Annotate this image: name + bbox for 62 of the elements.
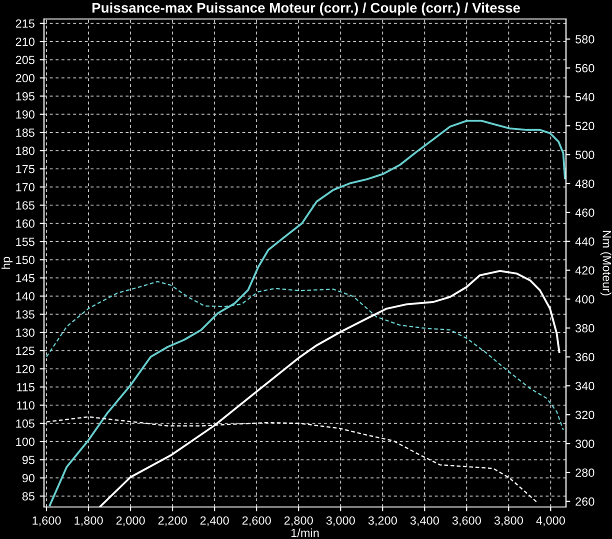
x-tick-label: 2,800 [284, 516, 313, 526]
y2-tick-label: 280 [576, 468, 594, 477]
y2-tick-label: 500 [576, 150, 594, 160]
y2-tick-label: 260 [576, 497, 594, 506]
y-tick-label: 135 [16, 310, 34, 319]
y-tick-label: 190 [16, 110, 35, 119]
y2-tick-label: 300 [575, 440, 594, 448]
y2-tick-label: 420 [575, 266, 594, 275]
y2-tick-label: 480 [575, 180, 594, 188]
y2-tick-label: 540 [576, 92, 594, 102]
y-tick-label: 155 [16, 238, 34, 246]
y-tick-label: 105 [16, 419, 34, 428]
y-tick-label: 165 [16, 201, 34, 210]
y-tick-label: 185 [16, 128, 34, 137]
x-tick-label: 2,000 [116, 516, 145, 526]
y-tick-label: 200 [16, 74, 35, 82]
x-tick-label: 3,000 [326, 516, 355, 526]
y-axis-title: hp [1, 256, 12, 269]
y-tick-label: 195 [16, 92, 34, 100]
x-axis-title: 1/min [291, 528, 319, 538]
x-tick-label: 2,400 [200, 516, 229, 526]
x-tick-label: 1,800 [74, 516, 103, 526]
y2-tick-label: 360 [575, 352, 594, 362]
y2-tick-label: 460 [575, 208, 594, 217]
y2-tick-label: 520 [576, 122, 594, 130]
chart-title: Puissance-max Puissance Moteur (corr.) / Couple (corr.) / Vitesse [92, 2, 520, 16]
y-tick-label: 130 [16, 328, 35, 337]
y-tick-label: 85 [22, 492, 34, 500]
y-tick-label: 110 [17, 401, 35, 410]
x-tick-label: 3,800 [494, 516, 523, 526]
y-tick-label: 145 [16, 274, 34, 282]
y-tick-label: 180 [16, 146, 35, 156]
y-tick-label: 140 [16, 292, 35, 300]
y2-tick-label: 580 [576, 35, 594, 44]
y-tick-label: 120 [16, 364, 35, 374]
y-tick-label: 90 [22, 474, 35, 482]
x-tick-label: 3,400 [410, 516, 439, 526]
y2-tick-label: 440 [575, 237, 594, 246]
x-tick-label: 2,600 [242, 516, 271, 526]
y-tick-label: 95 [22, 456, 34, 464]
x-tick-label: 3,200 [368, 516, 397, 526]
y-tick-label: 160 [16, 219, 35, 228]
y-tick-label: 210 [16, 38, 35, 46]
y-tick-label: 205 [16, 56, 34, 64]
y-tick-label: 150 [16, 256, 35, 264]
y2-tick-label: 380 [575, 324, 594, 332]
x-tick-label: 2,200 [158, 516, 187, 526]
y2-axis-title: Nm (Moteur) [600, 230, 612, 296]
y-tick-label: 170 [16, 183, 35, 192]
x-tick-label: 4,000 [536, 516, 565, 526]
line-series [48, 120, 566, 506]
y-tick-label: 100 [16, 438, 35, 446]
y-tick-label: 115 [17, 383, 34, 392]
y-tick-label: 175 [16, 164, 34, 174]
y2-tick-label: 560 [576, 64, 594, 72]
x-tick-label: 3,600 [452, 516, 481, 526]
y-tick-label: 125 [16, 346, 34, 356]
y2-tick-label: 340 [575, 382, 594, 390]
y-tick-label: 215 [16, 19, 34, 28]
y2-tick-label: 400 [575, 295, 594, 304]
y2-tick-label: 320 [575, 410, 594, 420]
x-tick-label: 1,600 [32, 516, 61, 526]
